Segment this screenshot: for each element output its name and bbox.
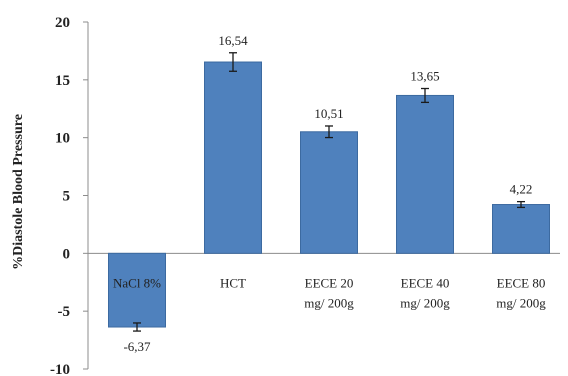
y-tick-label: 15: [55, 73, 70, 89]
error-bar: [517, 200, 525, 209]
category-labels: NaCl 8% HCT EECE 20 mg/ 200g EECE 40 mg/ 200g…: [113, 275, 546, 310]
bar: [108, 252, 166, 328]
data-label: 10,51: [314, 106, 343, 121]
category-label: EECE 40 mg/ 200g: [400, 275, 450, 310]
y-axis-title: %Diastole Blood Pressure: [11, 114, 26, 270]
y-tick-label: 20: [55, 15, 70, 31]
data-label: -6,37: [123, 339, 151, 354]
data-label: 16,54: [218, 33, 248, 48]
category-label: HCT: [220, 275, 246, 290]
data-labels: -6,37 16,54 10,51 13,65 4,22: [123, 33, 532, 354]
y-tick-label: -10: [50, 362, 70, 376]
error-bar: [325, 125, 333, 139]
bar-series: [108, 61, 550, 328]
bar: [396, 94, 454, 254]
y-axis-ticks: 20 15 10 5 0 -5 -10: [50, 15, 88, 376]
error-bar: [133, 322, 141, 332]
y-tick-label: 0: [63, 246, 71, 262]
error-bar: [421, 87, 429, 104]
error-bars: [133, 52, 525, 332]
bar: [492, 204, 550, 254]
data-label: 13,65: [410, 69, 439, 84]
category-label: NaCl 8%: [113, 275, 161, 290]
data-label: 4,22: [510, 182, 533, 197]
y-tick-label: 10: [55, 131, 70, 147]
error-bar: [229, 52, 237, 72]
category-label: EECE 80 mg/ 200g: [496, 275, 546, 310]
y-tick-label: -5: [58, 304, 71, 320]
y-tick-label: 5: [63, 189, 71, 205]
bar: [300, 131, 358, 254]
category-label: EECE 20 mg/ 200g: [304, 275, 354, 310]
bar: [204, 61, 262, 254]
